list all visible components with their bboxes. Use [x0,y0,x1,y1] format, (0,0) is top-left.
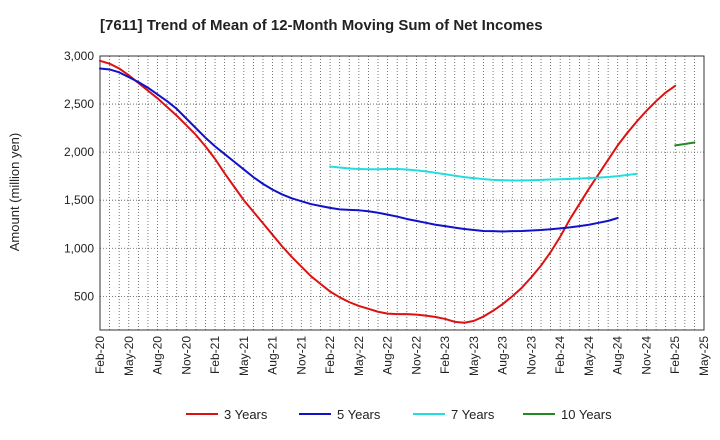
chart-title: [7611] Trend of Mean of 12-Month Moving … [100,17,543,34]
x-tick-label: Feb-20 [93,336,107,374]
x-tick-label: Nov-23 [524,336,538,375]
x-tick-label: May-25 [697,336,711,376]
y-tick-label: 3,000 [64,49,94,63]
plot-area [99,55,705,331]
x-tick-label: Aug-22 [381,336,395,375]
y-tick-label: 2,500 [64,97,94,111]
y-tick-label: 1,000 [64,241,94,255]
y-tick-label: 1,500 [64,193,94,207]
legend-label: 7 Years [451,407,495,422]
x-tick-label: Feb-25 [668,336,682,374]
x-tick-label: Aug-23 [496,336,510,375]
x-tick-label: May-23 [467,336,481,376]
x-tick-label: Aug-20 [151,336,165,375]
x-tick-label: Nov-24 [639,336,653,375]
x-tick-label: Nov-22 [409,336,423,375]
x-tick-label: Aug-24 [611,336,625,375]
series-line-10-years [674,141,696,147]
x-tick-label: May-21 [237,336,251,376]
y-tick-label: 500 [74,289,94,303]
x-tick-label: Feb-23 [438,336,452,374]
x-tick-label: May-22 [352,336,366,376]
x-tick-label: Feb-21 [208,336,222,374]
series-lines [99,59,696,324]
x-axis: Feb-20 May-20 Aug-20 Nov-20 Feb-21 May-21 Aug-… [93,336,711,376]
legend-label: 10 Years [561,407,612,422]
series-line-5-years [99,67,619,233]
y-axis: 500 1,000 1,500 2,000 2,500 3,000 [64,49,94,303]
x-tick-label: Nov-21 [294,336,308,375]
x-tick-label: May-20 [122,336,136,376]
gridlines [99,56,705,330]
series-line-3-years [99,59,677,324]
series-line-7-years [329,165,638,182]
y-tick-label: 2,000 [64,145,94,159]
x-tick-label: Feb-22 [323,336,337,374]
legend: 3 Years 5 Years 7 Years 10 Years [186,407,612,422]
x-tick-label: May-24 [582,336,596,376]
x-tick-label: Feb-24 [553,336,567,374]
y-axis-label: Amount (million yen) [7,133,22,252]
legend-label: 5 Years [337,407,381,422]
x-tick-label: Nov-20 [179,336,193,375]
x-tick-label: Aug-21 [266,336,280,375]
legend-label: 3 Years [224,407,268,422]
